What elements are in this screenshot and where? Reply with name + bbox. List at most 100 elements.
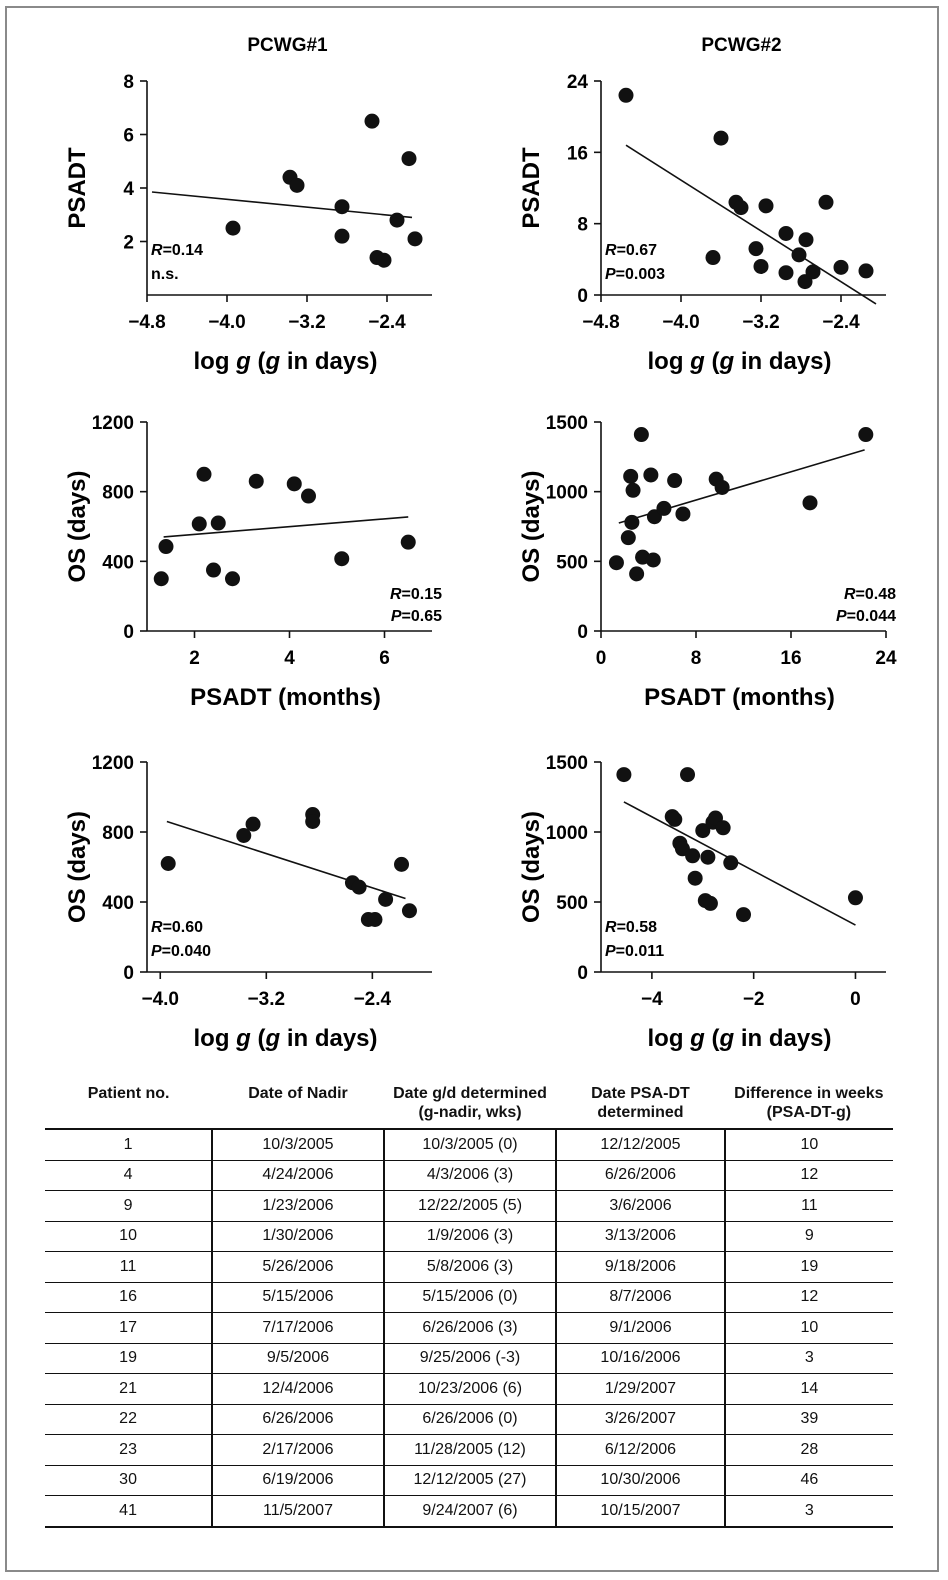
- y-axis-label: OS (days): [518, 811, 545, 923]
- table-cell: 19: [723, 1251, 893, 1283]
- data-point: [805, 264, 821, 280]
- data-point: [623, 468, 639, 484]
- y-tick-label: 8: [577, 215, 588, 236]
- x-tick-label: 16: [780, 648, 801, 669]
- table-cell: 12/4/2006: [211, 1373, 384, 1405]
- table-cell: 6/26/2006 (0): [382, 1404, 557, 1435]
- x-axis-label: log g (g in days): [647, 1025, 831, 1052]
- table-cell: 4: [45, 1160, 213, 1191]
- figure-frame: [5, 6, 939, 1572]
- table-cell: 5/8/2006 (3): [382, 1251, 557, 1283]
- y-tick-label: 800: [102, 483, 134, 504]
- data-point: [367, 912, 383, 927]
- x-tick-label: 0: [596, 648, 607, 669]
- x-tick-label: 0: [850, 989, 861, 1010]
- column-header: Date g/d determined (g-nadir, wks): [393, 1085, 547, 1121]
- table-cell: 1/23/2006: [211, 1190, 384, 1222]
- column-header: Difference in weeks (PSA-DT-g): [734, 1085, 884, 1121]
- table-cell: 11: [723, 1190, 893, 1222]
- table-cell: 3/26/2007: [555, 1404, 725, 1435]
- data-point: [798, 232, 814, 248]
- data-point: [301, 488, 316, 504]
- table-cell: 6/26/2006 (3): [382, 1312, 557, 1344]
- y-tick-label: 0: [577, 622, 588, 643]
- chart-panel-4: 0 500 1000 1500 0 8 16 24 PSADT (months) OS (days…: [518, 413, 897, 711]
- data-point: [401, 151, 417, 167]
- x-axis-label: log g (g in days): [647, 348, 831, 375]
- chart-panel-1: PCWG#1 2 4 6 8 −4.8 −4.0 −3.2 −2.4 log g (g in da…: [64, 35, 432, 375]
- y-tick-label: 0: [123, 963, 134, 984]
- stat-annotation: P=0.040: [151, 943, 211, 960]
- table-cell: 10/15/2007: [555, 1495, 725, 1528]
- table-cell: 9: [45, 1190, 213, 1222]
- data-point: [778, 265, 794, 281]
- table-row: 11 5/26/2006 5/8/2006 (3) 9/18/2006 19: [45, 1251, 893, 1283]
- data-point: [633, 427, 649, 443]
- table-cell: 39: [723, 1404, 893, 1435]
- data-point: [625, 482, 641, 498]
- data-point: [818, 194, 834, 210]
- table-cell: 10/3/2005 (0): [382, 1129, 557, 1161]
- y-axis-label: OS (days): [518, 470, 545, 582]
- data-point: [629, 566, 645, 582]
- data-point: [791, 247, 807, 263]
- table-cell: 21: [45, 1373, 213, 1405]
- data-point: [702, 895, 718, 911]
- table-row: 9 1/23/2006 12/22/2005 (5) 3/6/2006 11: [45, 1190, 893, 1222]
- y-tick-label: 1500: [546, 753, 588, 774]
- data-point: [376, 252, 392, 268]
- data-point: [645, 552, 661, 568]
- x-tick-label: 8: [691, 648, 702, 669]
- data-point: [715, 820, 731, 836]
- x-tick-label: −2: [743, 989, 765, 1010]
- x-axis-label: PSADT (months): [644, 684, 835, 711]
- data-point: [305, 814, 321, 829]
- table-cell: 9/24/2007 (6): [382, 1495, 557, 1528]
- table-cell: 10/30/2006: [555, 1465, 725, 1496]
- x-tick-label: −4.8: [128, 312, 166, 333]
- table-row: 30 6/19/2006 12/12/2005 (27) 10/30/2006 46: [45, 1465, 893, 1496]
- data-point: [802, 495, 818, 511]
- column-header: Patient no.: [87, 1085, 170, 1102]
- table-cell: 4/24/2006: [211, 1160, 384, 1191]
- y-tick-label: 800: [102, 823, 134, 844]
- table-cell: 3/6/2006: [555, 1190, 725, 1222]
- table-header-row: Patient no. Date of Nadir Date g/d determi…: [45, 1080, 893, 1129]
- table-row: 23 2/17/2006 11/28/2005 (12) 6/12/2006 28: [45, 1434, 893, 1466]
- table-row: 16 5/15/2006 5/15/2006 (0) 8/7/2006 12: [45, 1282, 893, 1313]
- table-cell: 5/15/2006: [211, 1282, 384, 1313]
- table-cell: 1/9/2006 (3): [382, 1221, 557, 1252]
- regression-line: [625, 144, 877, 305]
- data-point: [378, 891, 394, 907]
- stat-annotation: R=0.48: [844, 586, 896, 603]
- table-cell: 12: [723, 1282, 893, 1313]
- table-cell: 10: [723, 1129, 893, 1161]
- data-point: [858, 427, 874, 443]
- table-cell: 23: [45, 1434, 213, 1466]
- y-tick-label: 0: [577, 963, 588, 984]
- data-point: [210, 515, 226, 531]
- y-tick-label: 1200: [92, 413, 134, 434]
- x-axis-label: log g (g in days): [193, 1025, 377, 1052]
- x-tick-label: −3.2: [248, 989, 286, 1010]
- x-axis-label: PSADT (months): [190, 684, 381, 711]
- table-cell: 19: [45, 1343, 213, 1374]
- y-tick-label: 24: [567, 72, 589, 93]
- data-point: [248, 473, 264, 489]
- column-header: Date of Nadir: [248, 1085, 348, 1102]
- table-cell: 5/15/2006 (0): [382, 1282, 557, 1313]
- table-cell: 1/30/2006: [211, 1221, 384, 1252]
- data-point: [289, 177, 305, 193]
- data-point: [685, 848, 701, 864]
- data-point: [286, 476, 302, 492]
- data-point: [334, 199, 350, 215]
- table-cell: 6/26/2006: [555, 1160, 725, 1191]
- data-point: [400, 534, 416, 550]
- data-point: [736, 907, 751, 923]
- chart-panel-6: 0 500 1000 1500 −4 −2 0 log g (g in days) OS (da…: [518, 753, 886, 1052]
- x-tick-label: −4.0: [208, 312, 246, 333]
- table-cell: 28: [723, 1434, 893, 1466]
- x-tick-label: 4: [284, 648, 295, 669]
- data-point: [847, 890, 863, 906]
